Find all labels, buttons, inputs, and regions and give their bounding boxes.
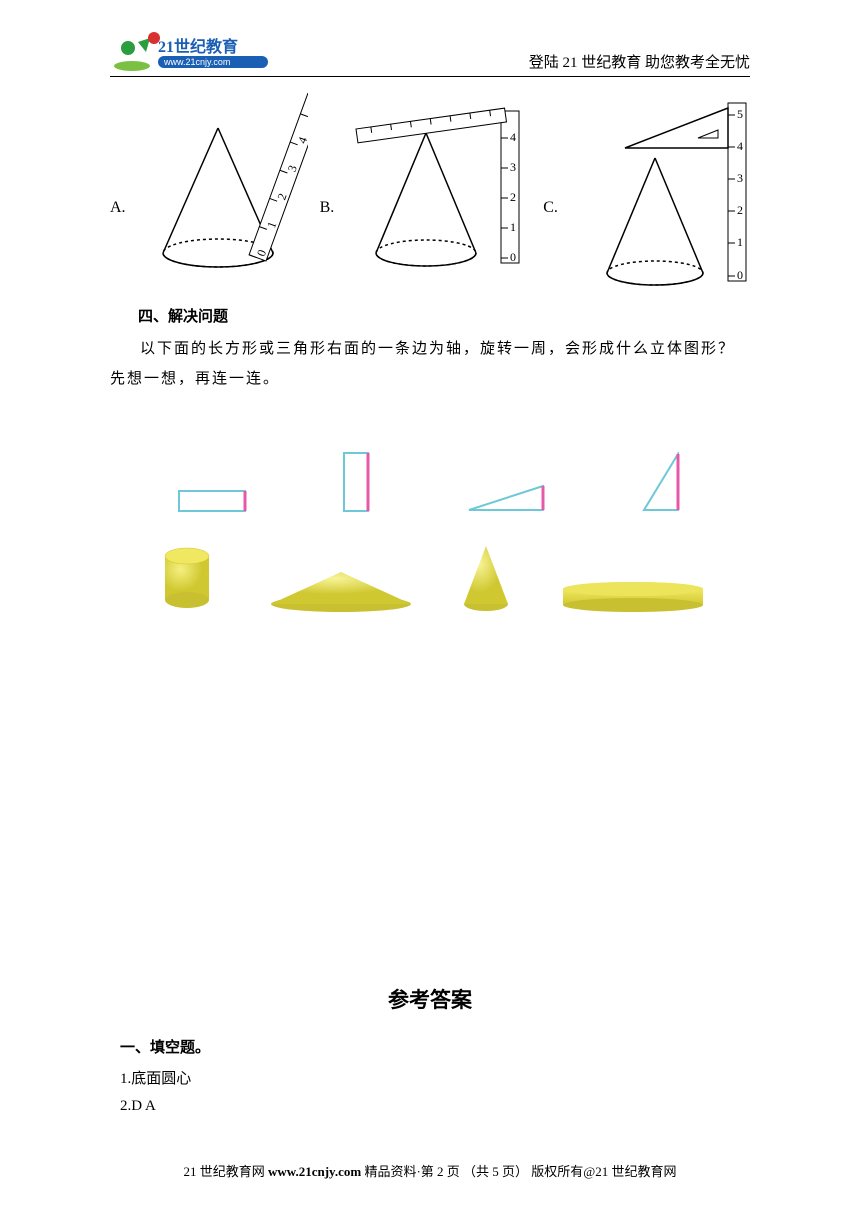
flat-shapes-row	[130, 444, 730, 514]
svg-text:2: 2	[737, 203, 743, 217]
answer-line-1: 1.底面圆心	[120, 1067, 750, 1088]
solids-row	[130, 544, 730, 614]
cone-diagram-b: 0 1 2 3 4	[346, 93, 531, 273]
svg-text:0: 0	[510, 250, 516, 264]
logo-graphic: 21世纪教育 www.21cnjy.com	[110, 30, 280, 72]
tagline-num: 21	[562, 55, 577, 71]
logo: 21世纪教育 www.21cnjy.com	[110, 30, 280, 72]
header-tagline: 登陆 21 世纪教育 助您教考全无忧	[529, 51, 750, 72]
footer-site: www.21cnjy.com	[268, 1164, 361, 1179]
cylinder-tall	[152, 544, 222, 614]
section-4-text: 以下面的长方形或三角形右面的一条边为轴，旋转一周，会形成什么立体图形？先想一想，…	[110, 334, 750, 394]
section-4-title: 四、解决问题	[138, 305, 750, 326]
svg-text:1: 1	[737, 235, 743, 249]
tagline-suffix: 助您教考全无忧	[641, 55, 750, 71]
page-footer: 21 世纪教育网 www.21cnjy.com 精品资料·第 2 页 （共 5 …	[0, 1161, 860, 1180]
cone-diagram-c: 0 1 2 3 4 5	[570, 93, 755, 293]
answers-title: 参考答案	[110, 984, 750, 1014]
svg-text:4: 4	[510, 130, 516, 144]
tall-rectangle	[343, 452, 371, 514]
svg-text:www.21cnjy.com: www.21cnjy.com	[163, 57, 230, 67]
options-row: A. 0 1 2 3 4 5 B.	[110, 93, 750, 293]
tall-triangle	[642, 452, 682, 514]
cone-wide	[266, 569, 416, 614]
svg-text:21世纪教育: 21世纪教育	[158, 37, 238, 56]
tagline-mid: 世纪教育	[577, 55, 641, 71]
svg-text:3: 3	[510, 160, 516, 174]
footer-mid: 精品资料·第 2 页 （共 5 页） 版权所有@21 世纪教育网	[361, 1164, 676, 1179]
answer-section-1: 一、填空题。	[120, 1036, 750, 1057]
cone-diagram-a: 0 1 2 3 4 5	[138, 93, 308, 273]
svg-text:0: 0	[737, 268, 743, 282]
svg-text:4: 4	[737, 139, 743, 153]
svg-text:2: 2	[510, 190, 516, 204]
svg-text:3: 3	[737, 171, 743, 185]
page-header: 21世纪教育 www.21cnjy.com 登陆 21 世纪教育 助您教考全无忧	[110, 30, 750, 77]
option-b-label: B.	[320, 199, 335, 217]
wide-rectangle	[178, 490, 248, 514]
footer-prefix: 21 世纪教育网	[184, 1164, 269, 1179]
wide-triangle	[467, 484, 547, 514]
tagline-prefix: 登陆	[529, 55, 563, 71]
cylinder-flat	[558, 579, 708, 614]
option-c-label: C.	[543, 199, 558, 217]
svg-text:1: 1	[510, 220, 516, 234]
svg-text:5: 5	[737, 107, 743, 121]
option-a-label: A.	[110, 199, 126, 217]
cone-tall	[459, 544, 514, 614]
answer-line-2: 2.D A	[120, 1098, 750, 1115]
